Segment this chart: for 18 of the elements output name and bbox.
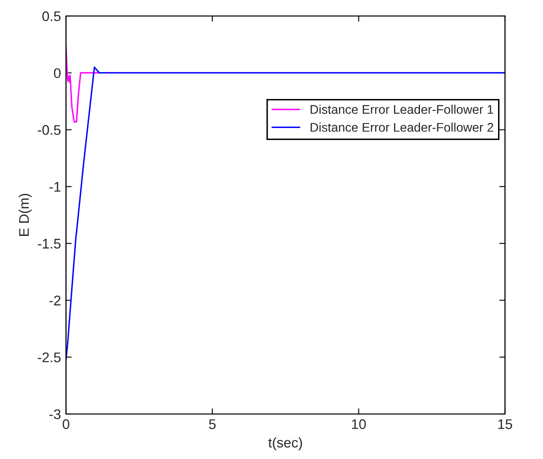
line-series bbox=[66, 66, 505, 360]
y-tick-label: -0.5 bbox=[38, 125, 61, 135]
y-tick-label: -1.5 bbox=[38, 238, 61, 249]
x-tick-label: 0 bbox=[62, 419, 70, 430]
y-axis-title: E D(m) bbox=[18, 194, 32, 236]
y-tick-label: -1 bbox=[49, 182, 60, 192]
x-tick-label: 10 bbox=[352, 419, 366, 430]
x-axis-title: t(sec) bbox=[268, 437, 302, 450]
y-tick-label: -3 bbox=[49, 409, 61, 420]
line-series bbox=[66, 46, 100, 122]
x-tick-label: 5 bbox=[209, 419, 216, 430]
y-tick-label: 0.5 bbox=[42, 11, 61, 22]
legend-label: Distance Error Leader-Follower 1 bbox=[310, 104, 494, 114]
y-tick-label: 0 bbox=[54, 68, 61, 78]
x-tick-label: 15 bbox=[498, 419, 512, 430]
y-tick-label: -2 bbox=[49, 296, 60, 306]
y-tick-label: -2.5 bbox=[38, 352, 61, 362]
legend-label: Distance Error Leader-Follower 2 bbox=[310, 122, 494, 132]
